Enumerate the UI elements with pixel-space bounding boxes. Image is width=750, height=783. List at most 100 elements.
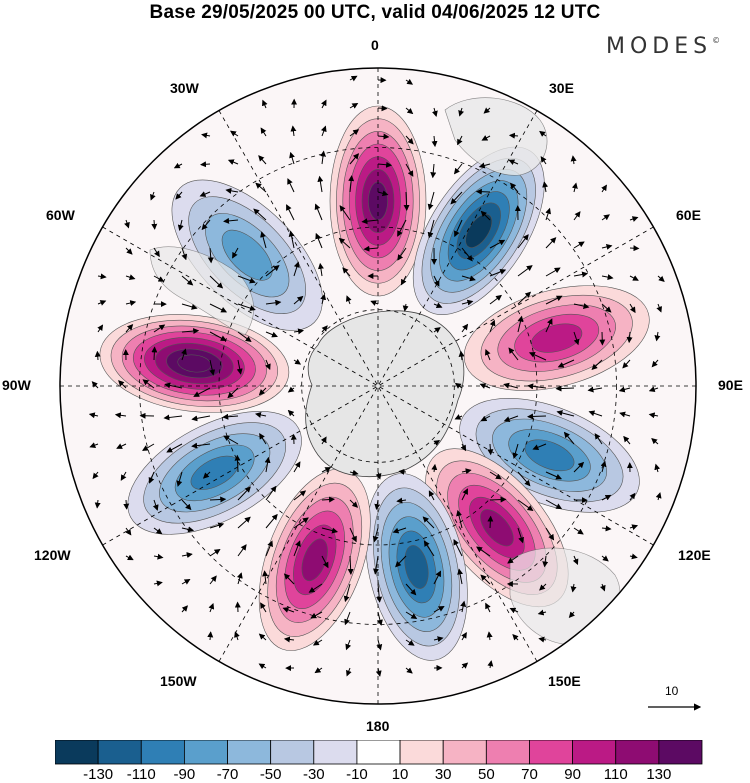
wind-vector xyxy=(153,324,166,333)
wind-vector xyxy=(265,513,278,529)
lon-label-0: 0 xyxy=(371,37,379,53)
wind-vector xyxy=(175,191,183,200)
wind-vector xyxy=(293,517,309,529)
colorbar-tick-label: -90 xyxy=(173,766,196,783)
wind-vector xyxy=(118,380,127,389)
wind-vector xyxy=(573,271,589,278)
wind-vector xyxy=(370,300,379,306)
wind-vector xyxy=(88,412,99,419)
colorbar-segment xyxy=(356,740,401,765)
wind-vector xyxy=(153,275,165,282)
wind-vector xyxy=(517,527,524,544)
colorbar-tick-label: -130 xyxy=(83,766,114,783)
wind-vector xyxy=(594,433,603,445)
wind-vector xyxy=(489,269,507,277)
wind-vector xyxy=(176,471,183,487)
wind-vector xyxy=(453,538,463,557)
wind-vector xyxy=(116,443,127,449)
lon-label-60e: 60E xyxy=(676,207,701,223)
wind-vector xyxy=(258,663,267,670)
logo-text: MODES xyxy=(606,34,713,59)
wind-vector xyxy=(485,602,491,613)
wind-vector xyxy=(148,471,155,484)
wind-vector xyxy=(163,414,183,421)
lon-label-60w: 60W xyxy=(46,207,75,223)
wind-vector xyxy=(125,554,134,561)
wind-vector xyxy=(512,633,519,641)
wind-vector xyxy=(259,433,267,445)
graticule xyxy=(60,68,696,704)
wind-vector xyxy=(479,383,491,389)
wind-vector xyxy=(460,443,467,452)
wind-vector xyxy=(392,527,407,534)
wind-vector xyxy=(375,667,382,677)
anomaly-center-2 xyxy=(463,285,650,391)
wind-vector xyxy=(153,553,164,560)
wind-vector xyxy=(601,274,614,281)
wind-vector xyxy=(431,135,438,148)
wind-vector xyxy=(377,611,383,626)
wind-vector xyxy=(623,435,631,445)
wind-vector xyxy=(433,606,445,613)
colorbar-segment xyxy=(183,740,228,765)
anomaly-center-6 xyxy=(258,468,371,651)
wind-vector xyxy=(124,219,130,229)
wind-vector xyxy=(237,486,251,501)
contour-band xyxy=(404,545,429,589)
wind-vector xyxy=(312,639,323,646)
wind-vector xyxy=(153,247,160,258)
wind-vector xyxy=(461,299,474,306)
wind-vector xyxy=(489,294,502,305)
wind-vector xyxy=(254,412,267,418)
wind-vector xyxy=(265,265,280,277)
wind-vector xyxy=(376,583,383,603)
wind-vector xyxy=(545,527,555,541)
wind-vector xyxy=(349,469,359,476)
wind-vector xyxy=(480,415,491,422)
wind-vector xyxy=(457,568,464,585)
wind-vector xyxy=(181,303,198,310)
wind-vector xyxy=(601,525,612,532)
logo-mark: © xyxy=(712,36,721,45)
wind-vector xyxy=(209,275,224,289)
wind-vector xyxy=(265,540,273,557)
wind-vector xyxy=(405,78,414,85)
wind-vector xyxy=(461,662,469,669)
wind-vector xyxy=(509,607,519,614)
wind-vector xyxy=(486,631,493,641)
wind-vector xyxy=(405,163,414,177)
wind-vector xyxy=(97,300,107,306)
wind-vector xyxy=(345,639,352,651)
colorbar-segment xyxy=(658,740,703,765)
wind-vector xyxy=(253,208,267,221)
wind-vector xyxy=(200,161,211,168)
wind-vector xyxy=(315,232,323,249)
wind-vector xyxy=(209,548,221,557)
wind-vector xyxy=(320,293,327,305)
wind-vector xyxy=(648,386,659,393)
wind-vectors xyxy=(88,75,665,677)
wind-vector xyxy=(377,133,390,140)
wind-vector xyxy=(234,454,241,473)
wind-vector xyxy=(293,295,304,305)
wind-vector xyxy=(153,580,163,587)
wind-vector xyxy=(120,471,127,481)
wind-vector xyxy=(282,607,295,613)
lon-label-180: 180 xyxy=(366,718,390,734)
lon-label-120e: 120E xyxy=(678,547,711,563)
wind-vector xyxy=(293,261,300,277)
wind-vector xyxy=(454,414,463,420)
wind-vector xyxy=(265,299,282,306)
wind-vector xyxy=(373,555,379,575)
wind-vector xyxy=(320,150,326,165)
wind-vector xyxy=(481,135,491,141)
wind-vector xyxy=(405,667,413,674)
wind-vector xyxy=(223,435,239,445)
wind-vector xyxy=(489,319,496,333)
wind-vector xyxy=(461,468,472,475)
wind-vector xyxy=(289,151,295,165)
wind-vector xyxy=(209,331,227,342)
wind-vector xyxy=(181,328,200,335)
lon-label-150w: 150W xyxy=(160,673,197,689)
wind-vector xyxy=(423,540,435,557)
